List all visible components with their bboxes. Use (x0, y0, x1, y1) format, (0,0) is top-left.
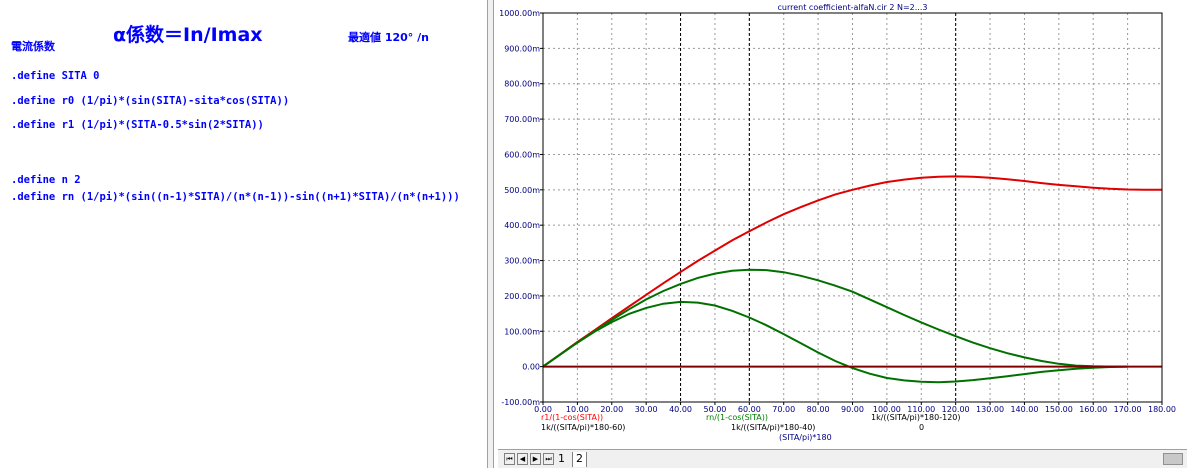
x-tick-label: 60.00 (738, 405, 761, 414)
waveform-chart: -100.00m0.00100.00m200.00m300.00m400.00m… (499, 3, 1176, 442)
legend-entry-r1: r1/(1-cos(SITA)) (541, 413, 603, 422)
x-tick-label: 80.00 (807, 405, 830, 414)
optimum-value-label: 最適値 120° /n (348, 31, 429, 44)
y-tick-label: 900.00m (504, 44, 540, 53)
y-tick-label: 400.00m (504, 221, 540, 230)
define-line-n: .define n 2 (11, 174, 81, 186)
x-tick-label: 50.00 (703, 405, 726, 414)
x-tick-label: 150.00 (1045, 405, 1073, 414)
netlist-editor[interactable]: 電流係数 α係数＝In/Imax 最適値 120° /n .define SIT… (0, 0, 487, 468)
axes (540, 12, 1163, 405)
x-tick-label: 140.00 (1010, 405, 1038, 414)
marker-expression-120: 1k/((SITA/pi)*180-120) (871, 413, 961, 422)
first-tab-button[interactable]: ⏮ (504, 453, 515, 465)
y-tick-label: 1000.00m (499, 9, 540, 18)
last-tab-button[interactable]: ⏭ (543, 453, 554, 465)
y-tick-label: 800.00m (504, 80, 540, 89)
x-tick-label: 120.00 (942, 405, 970, 414)
y-tick-label: -100.00m (501, 398, 540, 407)
y-tick-label: 600.00m (504, 150, 540, 159)
x-tick-label: 0.00 (534, 405, 552, 414)
series-line (542, 268, 1128, 368)
series (542, 175, 1162, 384)
sheet-tab-bar: ⏮ ◀ ▶ ⏭ 1 2 (498, 449, 1187, 468)
x-tick-label: 160.00 (1079, 405, 1107, 414)
next-tab-button[interactable]: ▶ (530, 453, 541, 465)
y-tick-label: 700.00m (504, 115, 540, 124)
marker-expression-60: 1k/((SITA/pi)*180-60) (541, 423, 625, 432)
x-tick-label: 90.00 (841, 405, 864, 414)
x-tick-label: 110.00 (907, 405, 935, 414)
x-tick-label: 20.00 (600, 405, 623, 414)
grid (543, 13, 1162, 402)
y-tick-label: 500.00m (504, 186, 540, 195)
pane-splitter[interactable] (487, 0, 494, 468)
x-tick-label: 30.00 (635, 405, 658, 414)
plot-pane: -100.00m 0.00 100.00m 200.00m 300.00m 400.00m… (494, 0, 1187, 468)
define-line-sita: .define SITA 0 (11, 70, 100, 82)
y-tick-label: 200.00m (504, 292, 540, 301)
prev-tab-button[interactable]: ◀ (517, 453, 528, 465)
define-line-rn: .define rn (1/pi)*(sin((n-1)*SITA)/(n*(n… (11, 191, 460, 203)
x-tick-label: 170.00 (1114, 405, 1142, 414)
x-axis-expression: (SITA/pi)*180 (779, 433, 832, 442)
x-tick-label: 40.00 (669, 405, 692, 414)
editor-title: α係数＝In/Imax (113, 24, 263, 46)
define-line-r0: .define r0 (1/pi)*(sin(SITA)-sita*cos(SI… (11, 95, 290, 107)
tab-1[interactable]: 1 (558, 452, 565, 465)
horizontal-scrollbar[interactable] (1163, 453, 1183, 465)
x-tick-label: 70.00 (772, 405, 795, 414)
x-tick-label: 10.00 (566, 405, 589, 414)
marker-expression-40: 1k/((SITA/pi)*180-40) (731, 423, 815, 432)
y-tick-label: 0.00 (522, 363, 540, 372)
x-tick-label: 100.00 (873, 405, 901, 414)
x-tick-label: 130.00 (976, 405, 1004, 414)
series-line (542, 300, 1128, 384)
current-coefficient-label: 電流係数 (11, 40, 55, 53)
define-line-r1: .define r1 (1/pi)*(SITA-0.5*sin(2*SITA)) (11, 119, 264, 131)
zero-expression: 0 (919, 423, 924, 432)
y-tick-label: 100.00m (504, 327, 540, 336)
legend-entry-rn: rn/(1-cos(SITA)) (706, 413, 768, 422)
y-tick-label: 300.00m (504, 257, 540, 266)
series-line (542, 175, 1162, 368)
x-tick-label: 180.00 (1148, 405, 1176, 414)
labels: -100.00m0.00100.00m200.00m300.00m400.00m… (499, 3, 1176, 442)
chart-title: current coefficient-alfaN.cir 2 N=2...3 (778, 3, 928, 12)
tab-2[interactable]: 2 (572, 452, 587, 467)
